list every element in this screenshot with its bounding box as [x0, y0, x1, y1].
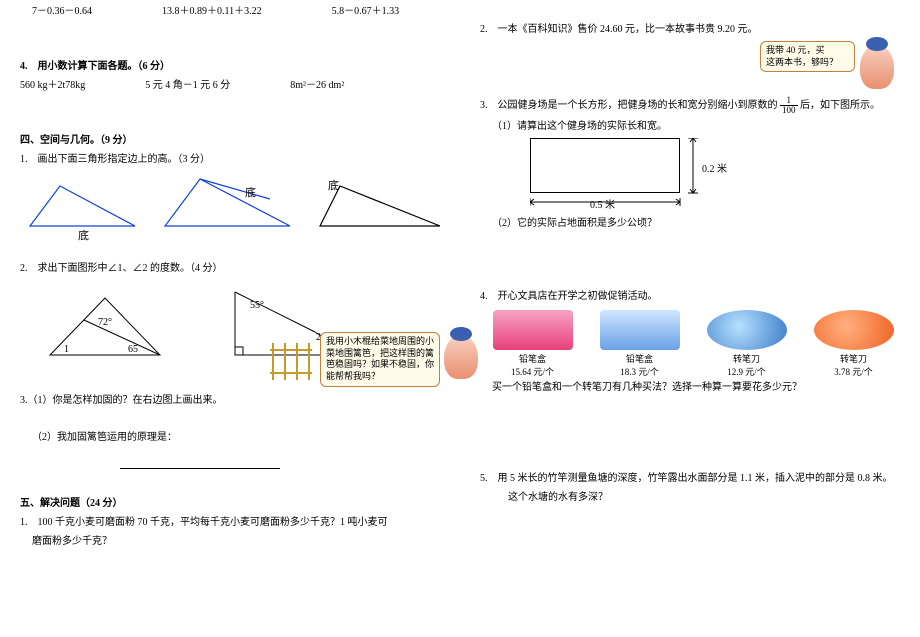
top-equation-row: 7－0.36－0.64 13.8＋0.89＋0.11＋3.22 5.8－0.67…	[20, 4, 446, 19]
sec4-q3a: 3.（1）你是怎样加固的？在右边图上画出来。	[20, 393, 446, 408]
dim-width: 0.5 米	[590, 196, 615, 211]
pencilcase-pink-icon	[493, 310, 573, 350]
q4-title: 4. 用小数计算下面各题。（6 分）	[20, 59, 446, 74]
base-label-1: 底	[78, 228, 89, 242]
base-label-3: 底	[328, 178, 339, 192]
triangles-figure: 底 底 底	[20, 171, 440, 243]
q4-row: 560 kg＋2t78kg 5 元 4 角－1 元 6 分 8m²－26 dm²	[20, 78, 446, 93]
pencilcase-blue-icon	[600, 310, 680, 350]
angle-65: 65	[128, 344, 138, 355]
r-q5a: 5. 用 5 米长的竹竿测量鱼塘的深度，竹竿露出水面部分是 1.1 米，插入泥中…	[480, 471, 906, 486]
eq-1: 7－0.36－0.64	[32, 4, 92, 19]
left-column: 7－0.36－0.64 13.8＋0.89＋0.11＋3.22 5.8－0.67…	[0, 0, 460, 637]
answer-blank	[120, 457, 280, 469]
q4a: 560 kg＋2t78kg	[20, 78, 85, 93]
r-q3-sub1: （1）请算出这个健身场的实际长和宽。	[480, 119, 906, 134]
r-q2: 2. 一本《百科知识》售价 24.60 元，比一本故事书贵 9.20 元。	[480, 22, 906, 37]
angle-72: 72°	[98, 317, 112, 328]
product-1: 铅笔盒15.64 元/个	[490, 310, 575, 378]
product-row: 铅笔盒15.64 元/个 铅笔盒18.3 元/个 转笔刀12.9 元/个 转笔刀…	[490, 310, 906, 378]
sec4-q2: 2. 求出下面图形中∠1、∠2 的度数。（4 分）	[20, 261, 446, 276]
r-q4-ask: 买一个铅笔盒和一个转笔刀有几种买法？选择一种算一算要花多少元？	[480, 380, 906, 395]
fraction-1-100: 1100	[780, 96, 798, 115]
angle-55: 55°	[250, 300, 264, 311]
product-4: 转笔刀3.78 元/个	[811, 310, 896, 378]
product-2: 铅笔盒18.3 元/个	[597, 310, 682, 378]
sec5-q1a: 1. 100 千克小麦可磨面粉 70 千克，平均每千克小麦可磨面粉多少千克？1 …	[20, 515, 446, 530]
sharpener-blue-icon	[707, 310, 787, 350]
sec4-q3b: （2）我加固篱笆运用的原理是：	[20, 430, 446, 445]
cartoon-girl-icon	[860, 45, 894, 89]
q4b: 5 元 4 角－1 元 6 分	[145, 78, 230, 93]
right-column: 2. 一本《百科知识》售价 24.60 元，比一本故事书贵 9.20 元。 我带…	[460, 0, 920, 637]
sec4-q1: 1. 画出下面三角形指定边上的高。（3 分）	[20, 152, 446, 167]
r-q3: 3. 公园健身场是一个长方形，把健身场的长和宽分别缩小到原数的 1100 后，如…	[480, 96, 906, 115]
fence-figure	[268, 340, 318, 382]
r-q5b: 这个水塘的水有多深？	[480, 490, 906, 505]
r-q3-sub2: （2）它的实际占地面积是多少公顷？	[480, 216, 906, 231]
section5-title: 五、解决问题（24 分）	[20, 496, 446, 511]
q4c: 8m²－26 dm²	[290, 78, 344, 93]
base-label-2: 底	[245, 185, 256, 199]
sec5-q1b: 磨面粉多少千克？	[20, 534, 446, 549]
rectangle-figure: 0.2 米 0.5 米	[530, 138, 730, 208]
fence-speech: 我用小木棍给菜地周围的小菜地围篱笆，把这样围的篱笆稳固吗？如果不稳固，你能帮帮我…	[320, 332, 440, 387]
eq-3: 5.8－0.67＋1.33	[332, 4, 400, 19]
section4-title: 四、空间与几何。（9 分）	[20, 133, 446, 148]
angle-1: 1	[64, 344, 69, 355]
dim-height: 0.2 米	[702, 160, 727, 175]
money-speech: 我带 40 元，买这两本书，够吗？	[760, 41, 855, 72]
product-3: 转笔刀12.9 元/个	[704, 310, 789, 378]
eq-2: 13.8＋0.89＋0.11＋3.22	[162, 4, 262, 19]
sharpener-orange-icon	[814, 310, 894, 350]
r-q4: 4. 开心文具店在开学之初做促销活动。	[480, 289, 906, 304]
